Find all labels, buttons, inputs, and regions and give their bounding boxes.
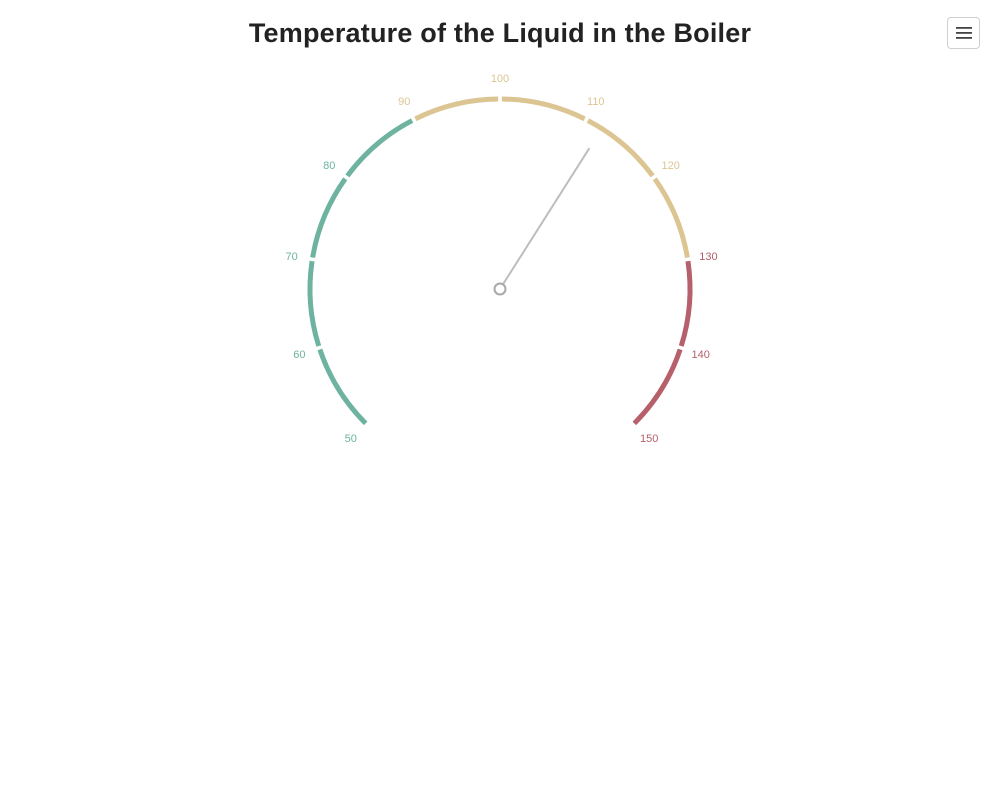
hamburger-menu-icon: [955, 27, 972, 39]
tick-label-120: 120: [662, 160, 680, 172]
tick-label-90: 90: [398, 96, 410, 108]
tick-label-100: 100: [491, 73, 509, 85]
tick-label-140: 140: [691, 349, 709, 361]
tick-label-130: 130: [699, 251, 717, 263]
tick-label-50: 50: [345, 433, 357, 445]
tick-label-150: 150: [640, 433, 658, 445]
gauge-band-segment-120-130: [652, 177, 690, 258]
tick-label-110: 110: [587, 96, 605, 108]
gauge-band-segment-130-140: [678, 260, 693, 347]
gauge-band-segment-60-70: [307, 260, 322, 347]
tick-label-80: 80: [323, 160, 335, 172]
gauge-needle: [502, 147, 590, 285]
gauge-band-segment-140-150: [632, 348, 683, 426]
gauge-band-segment-110-120: [586, 118, 655, 178]
gauge-band-segment-80-90: [345, 118, 414, 178]
gauge-band-segment-100-110: [501, 96, 586, 122]
gauge-band-segment-70-80: [310, 177, 348, 258]
chart-menu-button[interactable]: [947, 17, 980, 49]
gauge-band-segment-90-100: [414, 96, 499, 122]
gauge-pivot: [493, 282, 507, 296]
chart-title: Temperature of the Liquid in the Boiler: [248, 18, 752, 48]
gauge-band-segment-50-60: [317, 348, 368, 426]
tick-label-70: 70: [285, 251, 297, 263]
tick-label-60: 60: [293, 349, 305, 361]
